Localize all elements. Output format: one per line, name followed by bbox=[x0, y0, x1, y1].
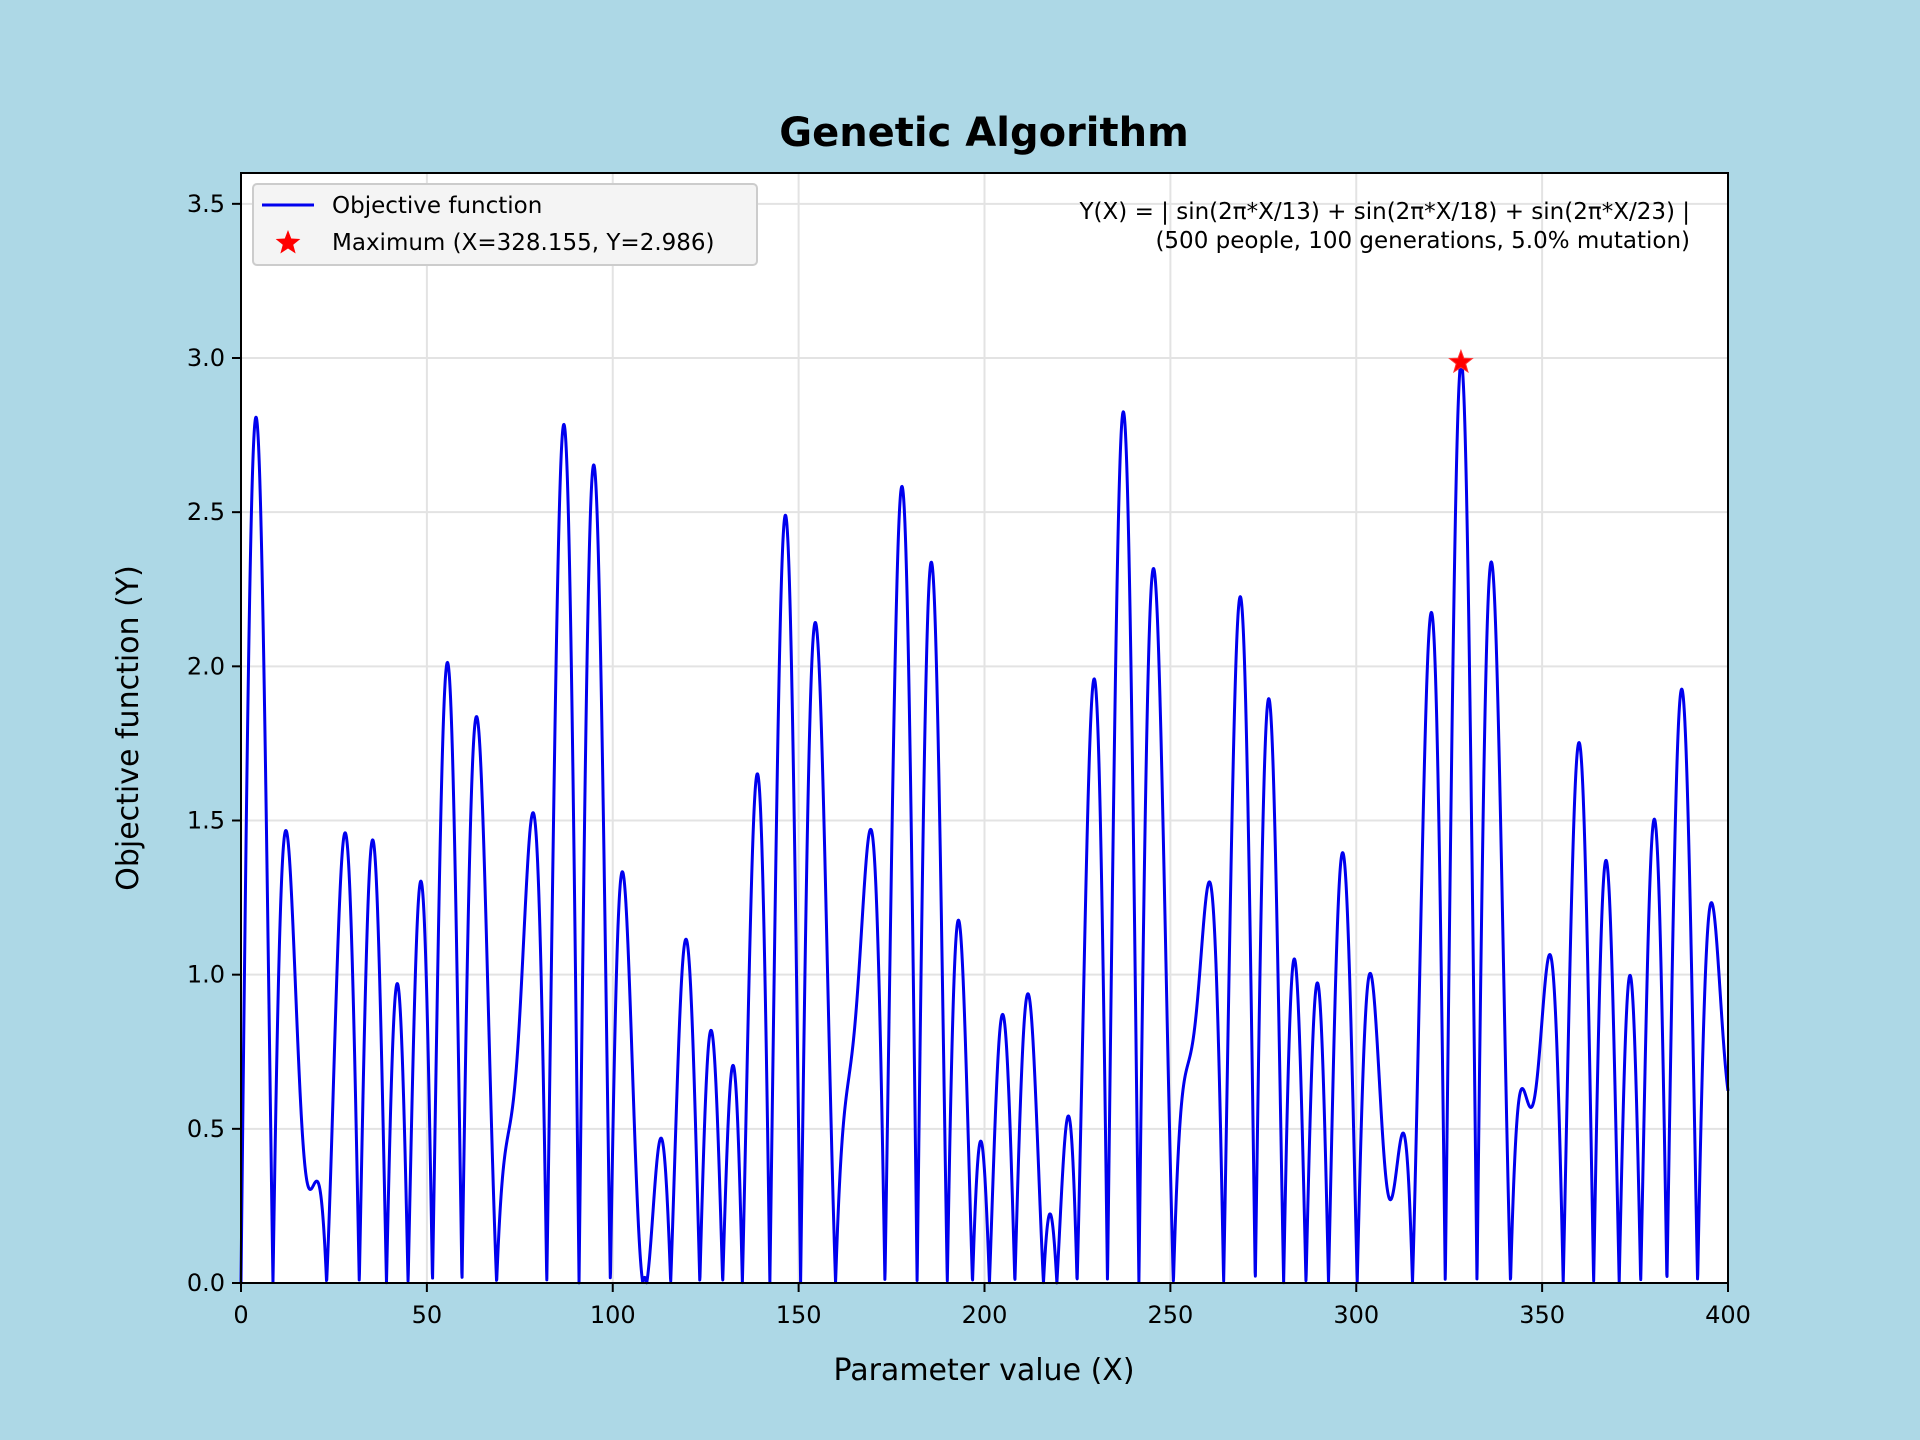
parameters-line: (500 people, 100 generations, 5.0% mutat… bbox=[1155, 228, 1690, 254]
x-tick-label: 50 bbox=[412, 1301, 443, 1329]
chart-title: Genetic Algorithm bbox=[779, 110, 1189, 156]
legend-label-objective: Objective function bbox=[332, 193, 542, 219]
legend-label-maximum: Maximum (X=328.155, Y=2.986) bbox=[332, 230, 715, 256]
x-tick-label: 100 bbox=[590, 1301, 636, 1329]
y-tick-label: 3.0 bbox=[187, 344, 225, 372]
x-tick-label: 200 bbox=[962, 1301, 1008, 1329]
formula-line: Y(X) = | sin(2π*X/13) + sin(2π*X/18) + s… bbox=[1079, 199, 1691, 225]
y-tick-label: 3.5 bbox=[187, 190, 225, 218]
y-tick-label: 2.0 bbox=[187, 652, 225, 680]
legend-star-icon bbox=[275, 230, 301, 254]
x-tick-label: 300 bbox=[1333, 1301, 1379, 1329]
legend: Objective function Maximum (X=328.155, Y… bbox=[252, 183, 758, 266]
x-axis: 0 50 100 150 200 250 300 350 400 bbox=[233, 1283, 1751, 1329]
y-tick-label: 0.5 bbox=[187, 1115, 225, 1143]
y-tick-label: 1.0 bbox=[187, 961, 225, 989]
series-layer bbox=[239, 348, 1730, 1285]
x-tick-label: 350 bbox=[1519, 1301, 1565, 1329]
x-tick-label: 150 bbox=[776, 1301, 822, 1329]
x-tick-label: 0 bbox=[233, 1301, 248, 1329]
y-axis: 0.0 0.5 1.0 1.5 2.0 2.5 3.0 3.5 bbox=[187, 190, 241, 1297]
x-axis-label: Parameter value (X) bbox=[833, 1353, 1134, 1388]
y-tick-label: 1.5 bbox=[187, 807, 225, 835]
formula-annotation: Y(X) = | sin(2π*X/13) + sin(2π*X/18) + s… bbox=[1079, 199, 1691, 254]
maximum-marker bbox=[1448, 348, 1474, 374]
objective-function-line bbox=[239, 360, 1730, 1285]
y-tick-label: 0.0 bbox=[187, 1269, 225, 1297]
x-tick-label: 250 bbox=[1147, 1301, 1193, 1329]
y-tick-label: 2.5 bbox=[187, 498, 225, 526]
x-tick-label: 400 bbox=[1705, 1301, 1751, 1329]
legend-box bbox=[252, 183, 758, 266]
y-axis-label: Objective function (Y) bbox=[111, 565, 146, 891]
